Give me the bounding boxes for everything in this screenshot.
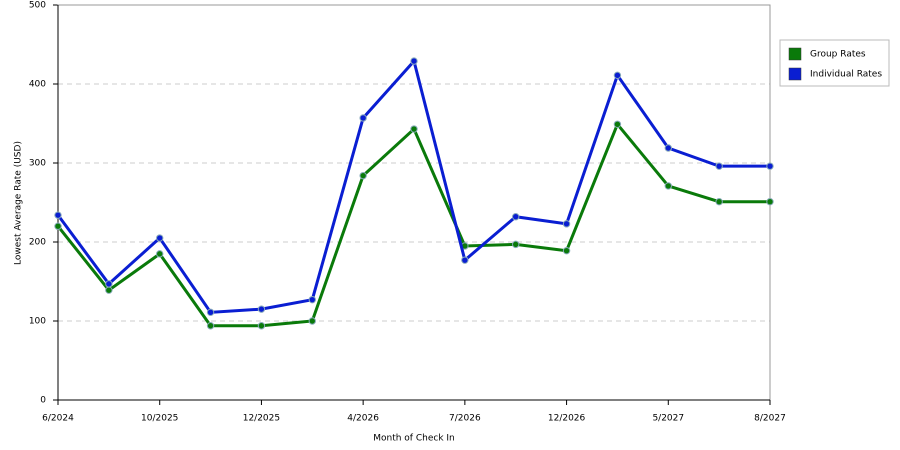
point: [410, 57, 418, 65]
x-tick-label: 4/2026: [347, 414, 379, 424]
point: [664, 144, 672, 152]
point: [156, 234, 164, 242]
x-tick-label: 6/2024: [42, 414, 74, 424]
legend-label: Group Rates: [810, 50, 866, 60]
point: [715, 162, 723, 170]
legend-label: Individual Rates: [810, 70, 882, 80]
point: [664, 182, 672, 190]
x-tick-label: 12/2026: [548, 414, 586, 424]
point: [359, 114, 367, 122]
point: [105, 280, 113, 288]
series-line: [56, 57, 770, 314]
point: [206, 322, 215, 330]
point: [766, 198, 774, 206]
y-tick-label: 500: [29, 1, 46, 11]
point: [54, 222, 62, 230]
x-axis-title: Month of Check In: [373, 434, 455, 444]
y-tick-label: 200: [29, 238, 46, 248]
point: [766, 162, 774, 170]
y-tick-label: 0: [40, 396, 46, 406]
point: [359, 171, 367, 180]
series-line: [56, 121, 770, 328]
point: [461, 256, 469, 264]
point: [512, 213, 520, 221]
point: [613, 71, 622, 80]
y-tick-label: 400: [29, 80, 46, 90]
legend-swatch: [788, 67, 802, 81]
point: [156, 250, 164, 258]
point: [257, 305, 266, 313]
point: [308, 295, 316, 304]
x-tick-label: 5/2027: [652, 414, 684, 424]
y-tick-label: 100: [29, 317, 46, 327]
x-tick-label: 8/2027: [754, 414, 786, 424]
x-tick-label: 7/2026: [449, 414, 481, 424]
point: [512, 240, 520, 249]
point: [410, 125, 418, 133]
point: [562, 220, 571, 228]
legend-swatch: [788, 47, 802, 61]
point: [308, 317, 316, 325]
point: [613, 120, 622, 128]
point: [715, 198, 723, 206]
y-axis-title: Lowest Average Rate (USD): [14, 141, 24, 265]
y-tick-label: 300: [29, 159, 46, 169]
point: [562, 246, 571, 255]
x-tick-label: 10/2025: [141, 414, 178, 424]
point: [105, 286, 113, 294]
point: [206, 308, 215, 317]
x-tick-label: 12/2025: [243, 414, 280, 424]
point: [257, 322, 266, 330]
point: [54, 211, 62, 219]
